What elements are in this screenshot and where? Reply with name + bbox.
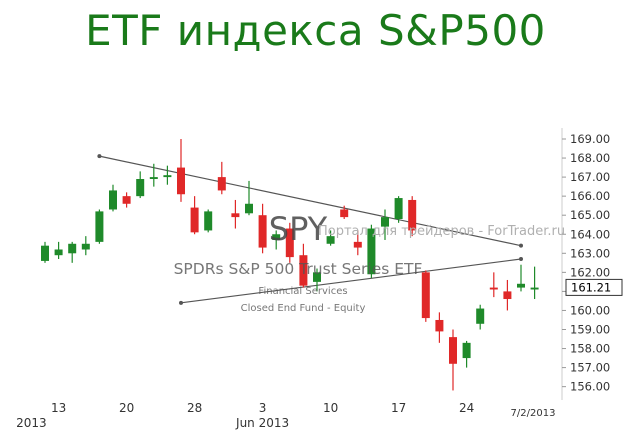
y-tick-label: 157.00: [570, 361, 610, 375]
y-tick-label: 162.00: [570, 265, 610, 279]
trendline-end-dot: [519, 243, 523, 248]
y-tick-label: 159.00: [570, 323, 610, 337]
candle-body: [136, 179, 145, 197]
candle-body: [340, 209, 349, 218]
candle-body: [231, 213, 240, 218]
page-title: ETF индекса S&P500: [85, 6, 546, 55]
candle-body: [81, 243, 90, 250]
candle-body: [109, 190, 117, 210]
x-year-label: 2013: [16, 416, 47, 430]
category-label: Closed End Fund - Equity: [241, 303, 366, 314]
trendline-start-dot: [179, 300, 183, 305]
candle-body: [41, 245, 49, 261]
candle-body: [517, 283, 525, 288]
y-tick-label: 164.00: [570, 227, 610, 241]
x-tick-label: 28: [187, 401, 202, 415]
candle-body: [204, 211, 213, 231]
candle-body: [449, 337, 457, 364]
candle-body: [394, 198, 403, 220]
y-tick-label: 168.00: [570, 151, 610, 165]
x-tick-label: 10: [323, 401, 338, 415]
last-price-label: 161.21: [571, 280, 611, 294]
x-tick-label: 17: [391, 401, 406, 415]
candle-body: [367, 228, 376, 275]
trendline-end-dot: [519, 257, 523, 262]
candle-body: [435, 319, 444, 332]
candle-body: [190, 207, 199, 233]
candle-body: [68, 243, 77, 254]
x-tick-label: 3: [259, 401, 267, 415]
trendline: [180, 258, 522, 304]
last-price-box: [565, 278, 623, 296]
candle-body: [95, 211, 104, 242]
candle-body: [381, 217, 389, 227]
trendline-start-dot: [97, 154, 102, 159]
candle-body: [245, 203, 253, 214]
candle-body: [476, 308, 485, 324]
y-tick-label: 169.00: [570, 132, 610, 146]
candle-body: [421, 272, 430, 319]
y-tick-label: 158.00: [570, 342, 610, 356]
candle-body: [272, 234, 281, 240]
candle-body: [163, 175, 172, 178]
x-tick-label: 24: [459, 401, 474, 415]
ticker-label: SPY: [269, 210, 328, 248]
trendline: [99, 155, 522, 247]
candle-body: [530, 287, 539, 290]
y-tick-label: 165.00: [570, 208, 610, 222]
candle-body: [122, 196, 131, 204]
y-tick-label: 167.00: [570, 170, 610, 184]
candle-body: [313, 272, 321, 282]
candle-body: [299, 255, 308, 286]
fund-name-label: SPDRs S&P 500 Trust Series ETF: [174, 260, 423, 278]
candle-body: [177, 167, 185, 195]
candle-body: [258, 215, 267, 248]
candle-body: [462, 342, 471, 359]
x-tick-label: 20: [119, 401, 134, 415]
candle-body: [353, 241, 362, 248]
x-year-label: Jun 2013: [235, 416, 289, 430]
candle-body: [503, 291, 512, 300]
candle-body: [54, 249, 63, 256]
y-tick-label: 166.00: [570, 189, 610, 203]
date-stamp: 7/2/2013: [511, 408, 556, 419]
y-tick-label: 160.00: [570, 303, 610, 317]
x-tick-label: 13: [51, 401, 66, 415]
candle-body: [489, 287, 498, 290]
y-tick-label: 156.00: [570, 380, 610, 394]
candle-body: [285, 228, 294, 258]
candle-body: [217, 177, 226, 191]
sector-label: Financial Services: [258, 286, 347, 297]
candle-body: [326, 236, 335, 244]
candle-body: [408, 199, 417, 231]
y-tick-label: 163.00: [570, 246, 610, 260]
candle-body: [149, 177, 158, 180]
watermark: Портал для трейдеров - ForTrader.ru: [318, 224, 566, 239]
